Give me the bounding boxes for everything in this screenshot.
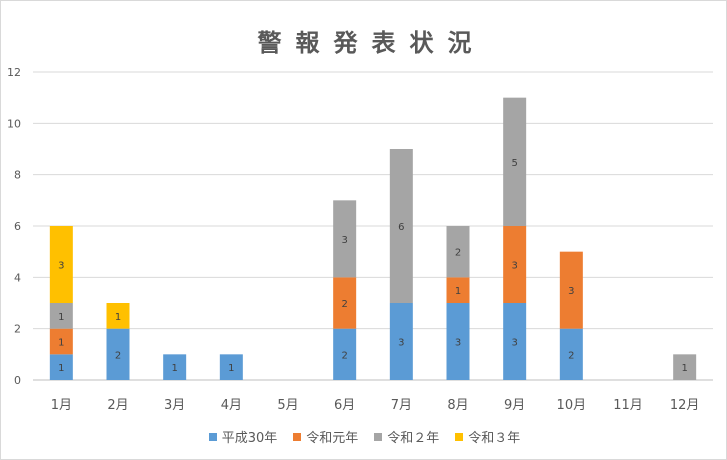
legend-item: 令和２年	[374, 427, 439, 446]
bar-segment	[503, 303, 527, 380]
legend-item: 令和元年	[293, 427, 358, 446]
data-label: 1	[58, 338, 64, 349]
data-label: 1	[681, 363, 687, 374]
bar-segment	[106, 303, 130, 329]
x-tick-label: 6月	[334, 398, 355, 413]
data-label: 1	[58, 312, 64, 323]
x-tick-label: 10月	[557, 398, 587, 413]
x-tick-label: 7月	[391, 398, 412, 413]
data-label: 3	[398, 338, 404, 349]
data-label: 3	[511, 261, 517, 272]
y-tick-label: 12	[7, 66, 21, 79]
data-label: 2	[568, 350, 574, 361]
x-tick-label: 12月	[670, 398, 700, 413]
x-tick-label: 9月	[504, 398, 525, 413]
legend-label: 平成30年	[221, 431, 278, 446]
legend-swatch	[374, 432, 383, 441]
x-tick-label: 3月	[164, 398, 185, 413]
data-label: 1	[115, 312, 121, 323]
x-tick-label: 1月	[51, 398, 72, 413]
legend-label: 令和元年	[306, 431, 359, 446]
legend-label: 令和３年	[468, 431, 521, 446]
y-tick-label: 2	[14, 323, 21, 336]
legend-item: 平成30年	[208, 427, 278, 446]
data-label: 5	[511, 158, 517, 169]
legend-swatch	[293, 432, 302, 441]
data-label: 2	[341, 350, 347, 361]
legend-swatch	[455, 432, 464, 441]
data-label: 3	[341, 235, 347, 246]
chart-legend: 平成30年 令和元年 令和２年 令和３年	[1, 427, 727, 446]
bar-segment	[219, 354, 243, 380]
y-tick-label: 0	[14, 374, 21, 387]
legend-item: 令和３年	[455, 427, 520, 446]
bar-segment	[49, 354, 73, 380]
bar-segment	[389, 303, 413, 380]
y-tick-label: 8	[14, 169, 21, 182]
bar-segment	[49, 226, 73, 303]
x-tick-label: 8月	[447, 398, 468, 413]
y-tick-label: 4	[14, 271, 21, 284]
data-label: 2	[455, 248, 461, 259]
bar-segment	[49, 303, 73, 329]
x-tick-label: 2月	[107, 398, 128, 413]
data-label: 6	[398, 222, 404, 233]
bar-segment	[389, 149, 413, 303]
data-label: 1	[228, 363, 234, 374]
bar-segment	[106, 328, 130, 380]
bar-segment	[673, 354, 697, 380]
bar-segment	[446, 226, 470, 278]
bar-segment	[559, 251, 583, 329]
bar-segment	[446, 277, 470, 303]
data-label: 3	[455, 338, 461, 349]
bar-segment	[333, 277, 357, 329]
x-tick-label: 4月	[221, 398, 242, 413]
legend-swatch	[208, 432, 217, 441]
data-label: 1	[455, 286, 461, 297]
data-label: 2	[341, 299, 347, 310]
x-tick-label: 5月	[277, 398, 298, 413]
bar-segment	[333, 328, 357, 380]
data-label: 3	[568, 286, 574, 297]
bar-segment	[333, 200, 357, 278]
y-tick-label: 6	[14, 220, 21, 233]
bar-segment	[559, 328, 583, 380]
bar-segment	[503, 226, 527, 303]
data-label: 3	[58, 261, 64, 272]
chart-title: 警報発表状況	[257, 29, 486, 57]
x-tick-label: 11月	[613, 398, 643, 413]
y-tick-label: 10	[7, 117, 21, 130]
data-label: 1	[171, 363, 177, 374]
legend-label: 令和２年	[387, 431, 440, 446]
bar-segment	[49, 328, 73, 355]
data-label: 3	[511, 338, 517, 349]
bar-segment	[163, 354, 187, 380]
bar-segment	[503, 97, 527, 227]
data-label: 1	[58, 363, 64, 374]
bar-segment	[446, 303, 470, 380]
data-label: 2	[115, 350, 121, 361]
